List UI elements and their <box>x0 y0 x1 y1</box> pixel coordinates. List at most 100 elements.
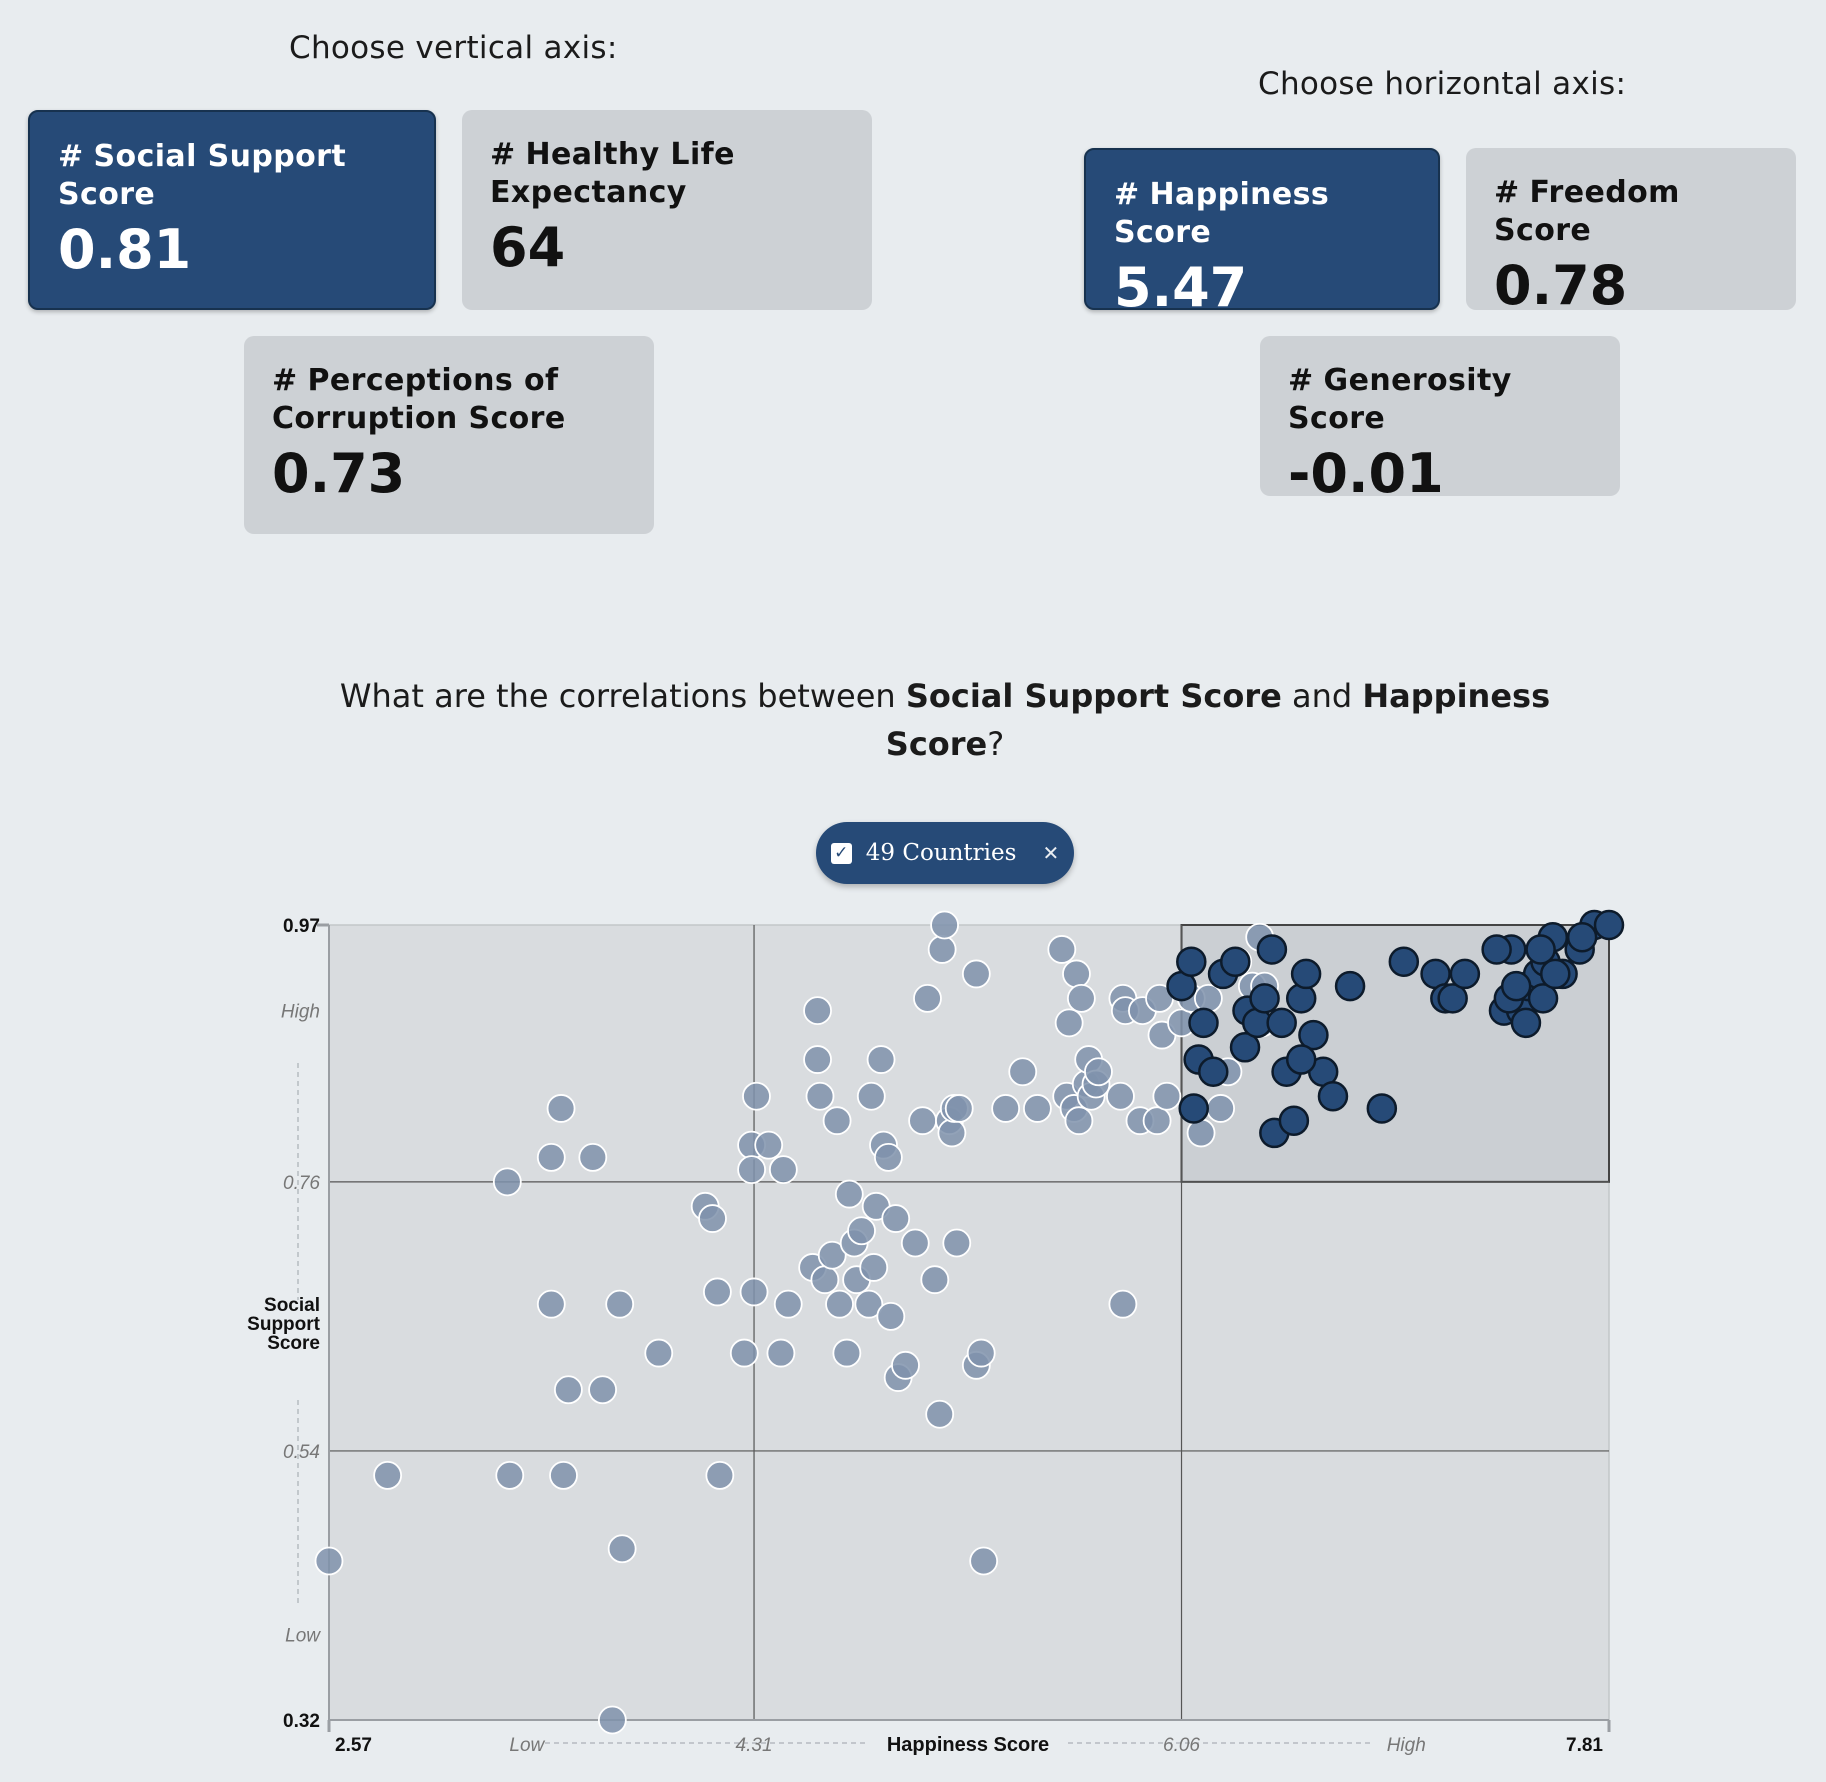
data-point[interactable] <box>553 1375 583 1405</box>
data-point[interactable] <box>578 1142 608 1172</box>
data-point[interactable] <box>961 959 991 989</box>
data-point[interactable] <box>900 1228 930 1258</box>
data-point-highlighted[interactable] <box>1566 921 1598 953</box>
data-point[interactable] <box>546 1094 576 1123</box>
data-point[interactable] <box>866 1045 896 1074</box>
data-point[interactable] <box>607 1534 637 1564</box>
data-point[interactable] <box>930 910 959 940</box>
data-point[interactable] <box>492 1167 522 1197</box>
data-point-highlighted[interactable] <box>1256 934 1288 965</box>
data-point-highlighted[interactable] <box>1527 983 1559 1014</box>
data-point-highlighted[interactable] <box>1540 958 1571 990</box>
data-point[interactable] <box>373 1460 403 1490</box>
data-point[interactable] <box>1022 1094 1052 1123</box>
data-point[interactable] <box>768 1155 798 1185</box>
data-point[interactable] <box>891 1350 920 1380</box>
data-point[interactable] <box>1152 1081 1182 1111</box>
data-point[interactable] <box>876 1301 906 1331</box>
data-point-highlighted[interactable] <box>1290 958 1322 990</box>
data-point[interactable] <box>825 1289 854 1319</box>
data-point[interactable] <box>1193 983 1223 1013</box>
vertical-option-social-support[interactable]: # Social Support Score 0.81 <box>28 110 436 310</box>
data-point[interactable] <box>1047 935 1077 964</box>
data-point[interactable] <box>913 983 942 1013</box>
data-point[interactable] <box>856 1081 886 1111</box>
data-point[interactable] <box>742 1081 771 1111</box>
data-point[interactable] <box>698 1204 727 1233</box>
data-point[interactable] <box>1106 1081 1135 1111</box>
data-point[interactable] <box>702 1277 732 1307</box>
data-point[interactable] <box>737 1155 766 1185</box>
horizontal-option-generosity[interactable]: # Generosity Score -0.01 <box>1260 336 1620 505</box>
data-point-highlighted[interactable] <box>1229 1032 1261 1063</box>
data-point-highlighted[interactable] <box>1437 983 1468 1014</box>
data-point[interactable] <box>1142 1106 1172 1136</box>
data-point-highlighted[interactable] <box>1298 1019 1329 1051</box>
data-point-highlighted[interactable] <box>1334 970 1366 1002</box>
data-point[interactable] <box>822 1106 852 1136</box>
data-point[interactable] <box>1008 1057 1038 1087</box>
horizontal-option-happiness[interactable]: # Happiness Score 5.47 <box>1084 148 1440 319</box>
data-point[interactable] <box>495 1460 525 1490</box>
data-point-highlighted[interactable] <box>1500 970 1532 1002</box>
close-icon[interactable]: ✕ <box>1042 841 1060 865</box>
data-point[interactable] <box>969 1546 999 1576</box>
data-point[interactable] <box>927 935 957 964</box>
data-point[interactable] <box>920 1265 950 1295</box>
data-point[interactable] <box>1108 1289 1138 1319</box>
data-point[interactable] <box>729 1338 759 1368</box>
data-point[interactable] <box>942 1228 972 1258</box>
data-point-highlighted[interactable] <box>1176 946 1207 977</box>
data-point[interactable] <box>536 1142 566 1172</box>
data-point-highlighted[interactable] <box>1220 946 1251 977</box>
data-point-highlighted[interactable] <box>1317 1080 1349 1112</box>
data-point[interactable] <box>314 1546 344 1576</box>
data-point-highlighted[interactable] <box>1481 934 1512 965</box>
data-point-highlighted[interactable] <box>1388 946 1420 977</box>
data-point[interactable] <box>1206 1094 1236 1123</box>
checkbox-checked-icon[interactable]: ✓ <box>830 842 852 864</box>
data-point[interactable] <box>588 1375 617 1405</box>
data-point[interactable] <box>773 1289 803 1319</box>
data-point[interactable] <box>1066 983 1096 1013</box>
data-point-highlighted[interactable] <box>1510 1007 1542 1039</box>
data-point[interactable] <box>937 1118 967 1148</box>
data-point[interactable] <box>1064 1106 1094 1136</box>
data-point[interactable] <box>810 1265 840 1295</box>
data-point-highlighted[interactable] <box>1178 1093 1209 1124</box>
data-point[interactable] <box>805 1081 835 1111</box>
horizontal-option-freedom[interactable]: # Freedom Score 0.78 <box>1466 148 1796 317</box>
data-point[interactable] <box>705 1460 735 1490</box>
data-point-highlighted[interactable] <box>1525 934 1556 965</box>
countries-filter-pill[interactable]: ✓ 49 Countries ✕ <box>816 822 1074 884</box>
data-point[interactable] <box>859 1253 889 1282</box>
data-point[interactable] <box>754 1130 784 1160</box>
vertical-option-corruption[interactable]: # Perceptions of Corruption Score 0.73 <box>244 336 654 534</box>
data-point-highlighted[interactable] <box>1593 909 1625 941</box>
data-point[interactable] <box>925 1399 955 1429</box>
data-point[interactable] <box>817 1240 847 1270</box>
data-point[interactable] <box>854 1289 884 1319</box>
data-point[interactable] <box>1084 1057 1113 1087</box>
vertical-option-healthy-life-expectancy[interactable]: # Healthy Life Expectancy 64 <box>462 110 872 310</box>
data-point[interactable] <box>766 1338 796 1368</box>
data-point[interactable] <box>908 1106 937 1136</box>
data-point[interactable] <box>739 1277 769 1307</box>
data-point[interactable] <box>873 1142 903 1172</box>
data-point-highlighted[interactable] <box>1285 1044 1317 1075</box>
data-point[interactable] <box>991 1094 1021 1123</box>
data-point[interactable] <box>549 1460 578 1490</box>
data-point-highlighted[interactable] <box>1249 983 1280 1014</box>
data-point[interactable] <box>644 1338 674 1368</box>
data-point[interactable] <box>966 1338 996 1368</box>
data-point-highlighted[interactable] <box>1188 1007 1219 1039</box>
data-point[interactable] <box>803 1045 832 1074</box>
data-point-highlighted[interactable] <box>1285 983 1317 1014</box>
data-point[interactable] <box>605 1289 635 1319</box>
data-point[interactable] <box>536 1289 566 1319</box>
data-point-highlighted[interactable] <box>1278 1105 1310 1136</box>
data-point[interactable] <box>944 1094 974 1123</box>
data-point-highlighted[interactable] <box>1449 958 1481 990</box>
data-point-highlighted[interactable] <box>1366 1093 1398 1124</box>
data-point[interactable] <box>803 996 832 1026</box>
